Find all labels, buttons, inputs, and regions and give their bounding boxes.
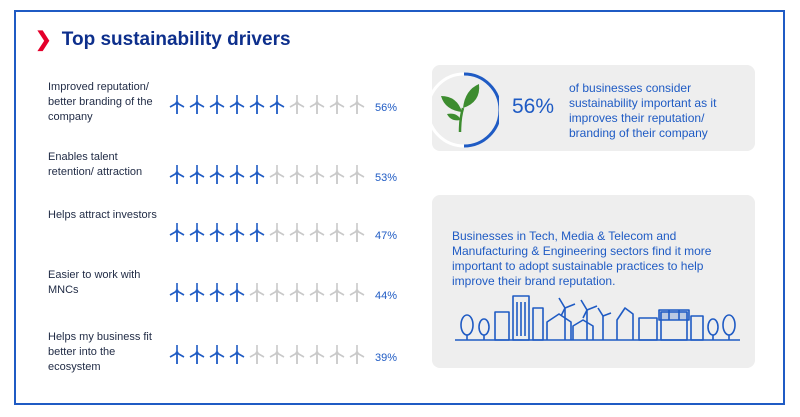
wind-turbine-icon-filled: [189, 95, 205, 114]
wind-turbine-icon-filled: [249, 165, 265, 184]
wind-turbine-icon-filled: [169, 165, 185, 184]
value-label: 56%: [375, 102, 398, 114]
wind-turbine-icon-filled: [229, 165, 245, 184]
wind-turbine-icon-empty: [309, 165, 325, 184]
wind-turbine-icon-empty: [309, 283, 325, 302]
wind-turbine-icon-empty: [249, 345, 265, 364]
chart-row: Easier to work with MNCs 44%: [48, 268, 408, 328]
plant-icon: [441, 84, 480, 133]
wind-turbine-icon-empty: [289, 283, 305, 302]
wind-turbine-icon-empty: [329, 223, 345, 242]
value-label: 39%: [375, 352, 398, 364]
chart-row: Helps my business fit better into the ec…: [48, 330, 408, 390]
wind-turbine-icon-empty: [309, 345, 325, 364]
wind-turbine-icon-empty: [269, 345, 285, 364]
chart-row: Enables talent retention/ attraction 53%: [48, 150, 408, 210]
city-skyline-icon: [455, 295, 740, 341]
chart-row: Improved reputation/ better branding of …: [48, 80, 408, 140]
wind-turbine-icon-empty: [349, 165, 365, 184]
wind-turbine-icon-empty: [269, 165, 285, 184]
stat-description: of businesses consider sustainability im…: [569, 81, 717, 140]
wind-turbine-icon-filled: [249, 95, 265, 114]
wind-turbine-icon-filled: [209, 223, 225, 242]
wind-turbine-icon-empty: [289, 223, 305, 242]
turbine-row: [169, 223, 365, 242]
wind-turbine-icon-filled: [229, 95, 245, 114]
wind-turbine-icon-empty: [269, 223, 285, 242]
chart-row: Helps attract investors 47%: [48, 208, 408, 268]
wind-turbine-icon-empty: [349, 95, 365, 114]
wind-turbine-icon-empty: [289, 95, 305, 114]
wind-turbine-icon-empty: [329, 283, 345, 302]
wind-turbine-icon-empty: [269, 283, 285, 302]
wind-turbine-icon-empty: [329, 95, 345, 114]
wind-turbine-icon-filled: [249, 223, 265, 242]
wind-turbine-icon-empty: [289, 345, 305, 364]
ring-gap: [429, 72, 465, 148]
wind-turbine-icon-empty: [349, 283, 365, 302]
wind-turbine-icon-filled: [169, 345, 185, 364]
wind-turbine-icon-filled: [209, 345, 225, 364]
sector-description: Businesses in Tech, Media & Telecom and …: [452, 229, 712, 288]
stat-card: 56% of businesses consider sustainabilit…: [432, 65, 755, 151]
row-label: Enables talent retention/ attraction: [48, 151, 143, 178]
wind-turbine-icon-empty: [329, 345, 345, 364]
stat-value: 56%: [512, 95, 555, 118]
wind-turbine-icon-filled: [269, 95, 285, 114]
wind-turbine-icon-filled: [189, 283, 205, 302]
turbine-row: [169, 345, 365, 364]
wind-turbine-icon-empty: [289, 165, 305, 184]
wind-turbine-icon-filled: [229, 223, 245, 242]
turbine-row: [169, 95, 365, 114]
value-label: 47%: [375, 230, 398, 242]
wind-turbine-icon-empty: [329, 165, 345, 184]
wind-turbine-icon-filled: [189, 165, 205, 184]
turbine-row: [169, 283, 365, 302]
chevron-right-icon: ❯: [35, 29, 52, 51]
wind-turbine-icon-empty: [309, 223, 325, 242]
wind-turbine-icon-filled: [229, 283, 245, 302]
wind-turbine-icon-filled: [229, 345, 245, 364]
ring-arc: [463, 72, 499, 148]
wind-turbine-icon-filled: [169, 283, 185, 302]
wind-turbine-icon-empty: [349, 223, 365, 242]
wind-turbine-icon-filled: [169, 95, 185, 114]
turbine-row: [169, 165, 365, 184]
title-text: Top sustainability drivers: [61, 28, 291, 50]
page-title: ❯ Top sustainability drivers: [35, 27, 291, 52]
wind-turbine-icon-filled: [209, 95, 225, 114]
wind-turbine-icon-empty: [309, 95, 325, 114]
wind-turbine-icon-empty: [249, 283, 265, 302]
wind-turbine-icon-filled: [189, 223, 205, 242]
wind-turbine-icon-filled: [169, 223, 185, 242]
row-label: Improved reputation/ better branding of …: [48, 81, 153, 123]
row-label: Helps attract investors: [48, 209, 157, 221]
value-label: 44%: [375, 290, 398, 302]
wind-turbine-icon-filled: [209, 165, 225, 184]
wind-turbine-icon-empty: [349, 345, 365, 364]
row-label: Easier to work with MNCs: [48, 269, 141, 296]
plant-ring-icon: [429, 72, 499, 148]
row-label: Helps my business fit better into the ec…: [48, 331, 152, 373]
value-label: 53%: [375, 172, 398, 184]
wind-turbine-icon-filled: [189, 345, 205, 364]
wind-turbine-icon-filled: [209, 283, 225, 302]
